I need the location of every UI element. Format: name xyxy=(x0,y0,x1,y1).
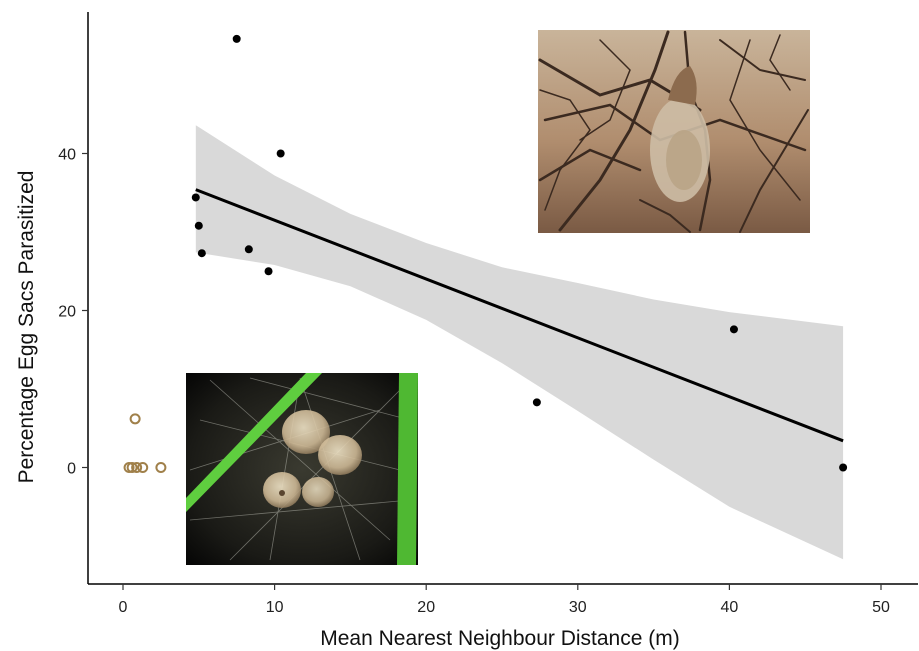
confidence-band xyxy=(195,125,844,560)
x-tick-label: 0 xyxy=(119,599,128,616)
open-point-4 xyxy=(137,462,149,473)
filled-point-0 xyxy=(191,193,200,202)
open-point-2 xyxy=(129,413,141,425)
filled-point-6 xyxy=(276,149,285,158)
filled-point-8 xyxy=(729,325,738,334)
regression-line xyxy=(195,188,844,443)
filled-point-1 xyxy=(194,221,203,230)
x-tick-label: 10 xyxy=(266,599,284,616)
x-tick-label: 50 xyxy=(872,599,890,616)
y-axis-title: Percentage Egg Sacs Parasitized xyxy=(15,171,38,484)
filled-point-2 xyxy=(197,249,206,258)
x-axis-title: Mean Nearest Neighbour Distance (m) xyxy=(320,627,679,650)
axis-ticks: 0 10 20 30 40 50 0 20 40 xyxy=(58,147,890,617)
open-point-5 xyxy=(155,462,167,473)
x-tick-label: 40 xyxy=(721,599,739,616)
filled-point-3 xyxy=(232,34,241,43)
filled-point-9 xyxy=(839,463,848,472)
inset-photo-egg-sacs-in-web xyxy=(186,373,418,565)
y-tick-label: 20 xyxy=(58,304,76,321)
filled-point-7 xyxy=(532,398,541,407)
open-point-1 xyxy=(126,462,138,473)
filled-point-4 xyxy=(244,245,253,254)
data-points xyxy=(123,34,848,473)
inset-photo-egg-sac-in-shrub xyxy=(538,30,810,233)
y-tick-label: 40 xyxy=(58,147,76,164)
y-tick-label: 0 xyxy=(67,461,76,478)
x-tick-label: 30 xyxy=(569,599,587,616)
x-tick-label: 20 xyxy=(417,599,435,616)
filled-point-5 xyxy=(264,267,273,276)
open-point-3 xyxy=(131,462,143,473)
